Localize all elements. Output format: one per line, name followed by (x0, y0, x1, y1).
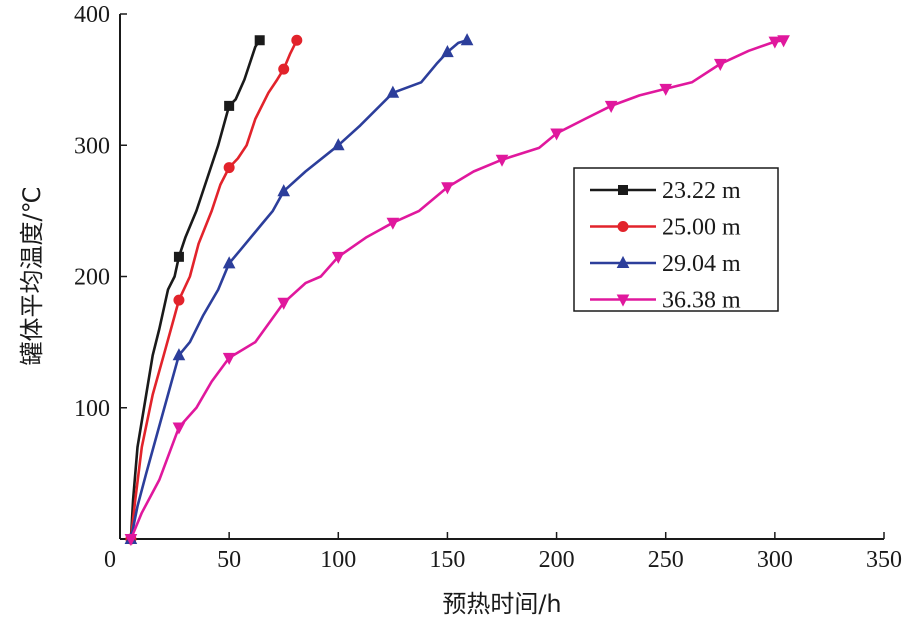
legend-marker (618, 185, 628, 195)
y-tick-label: 300 (74, 133, 110, 159)
data-point (441, 182, 454, 195)
x-axis-title: 预热时间/h (442, 590, 561, 618)
x-tick-label: 350 (866, 547, 902, 573)
series-line (129, 39, 785, 541)
plot-area (124, 33, 790, 547)
data-point (331, 138, 345, 151)
data-point (173, 251, 184, 262)
x-ticks: 0 50 100 150 200 250 300 350 (104, 532, 902, 573)
series-3 (124, 35, 790, 547)
y-axis-title: 罐体平均温度/℃ (18, 186, 46, 365)
data-point (224, 100, 235, 111)
legend-label: 23.22 m (662, 178, 741, 204)
legend-item: 25.00 m (590, 215, 741, 241)
data-point (713, 58, 727, 71)
data-point (777, 35, 790, 48)
legend-item: 23.22 m (590, 178, 741, 204)
data-point (604, 100, 618, 113)
data-point (278, 63, 290, 75)
legend-marker (617, 221, 629, 232)
legend: 23.22 m 25.00 m 29.04 m 36.38 m (573, 167, 779, 314)
y-tick-label: 200 (74, 265, 110, 291)
data-point (254, 35, 265, 46)
series-line (129, 39, 469, 541)
legend-marker (616, 294, 630, 307)
x-tick-label: 100 (320, 547, 356, 573)
legend-box (573, 167, 779, 312)
legend-item: 29.04 m (590, 251, 741, 277)
data-point (172, 348, 186, 361)
y-tick-label: 100 (74, 396, 110, 422)
series-1 (125, 34, 303, 545)
legend-label: 25.00 m (662, 215, 741, 241)
data-point (291, 34, 303, 46)
data-point (659, 83, 673, 96)
data-point (460, 33, 474, 46)
x-tick-label: 250 (648, 547, 684, 573)
y-tick-label: 400 (74, 2, 110, 28)
series-line (129, 39, 299, 541)
series-line (129, 39, 261, 541)
data-point (386, 217, 400, 230)
x-tick-label: 50 (217, 547, 241, 573)
x-tick-label: 0 (104, 547, 116, 573)
data-point (277, 297, 291, 310)
data-point (222, 256, 236, 269)
data-point (495, 154, 509, 167)
x-tick-label: 200 (539, 547, 575, 573)
data-point (222, 352, 236, 365)
data-point (173, 294, 185, 306)
legend-label: 29.04 m (662, 251, 741, 277)
legend-marker (616, 255, 630, 268)
data-point (172, 422, 186, 435)
x-tick-label: 300 (757, 547, 793, 573)
legend-label: 36.38 m (662, 288, 741, 314)
data-point (331, 251, 345, 264)
data-point (441, 44, 454, 58)
data-point (223, 162, 235, 174)
y-ticks: 100 200 300 400 (74, 2, 127, 422)
x-tick-label: 150 (429, 547, 465, 573)
legend-item: 36.38 m (590, 288, 741, 314)
data-point (768, 36, 782, 49)
data-point (550, 128, 563, 141)
data-point (386, 85, 400, 98)
data-point (277, 184, 291, 197)
data-point (124, 534, 138, 547)
